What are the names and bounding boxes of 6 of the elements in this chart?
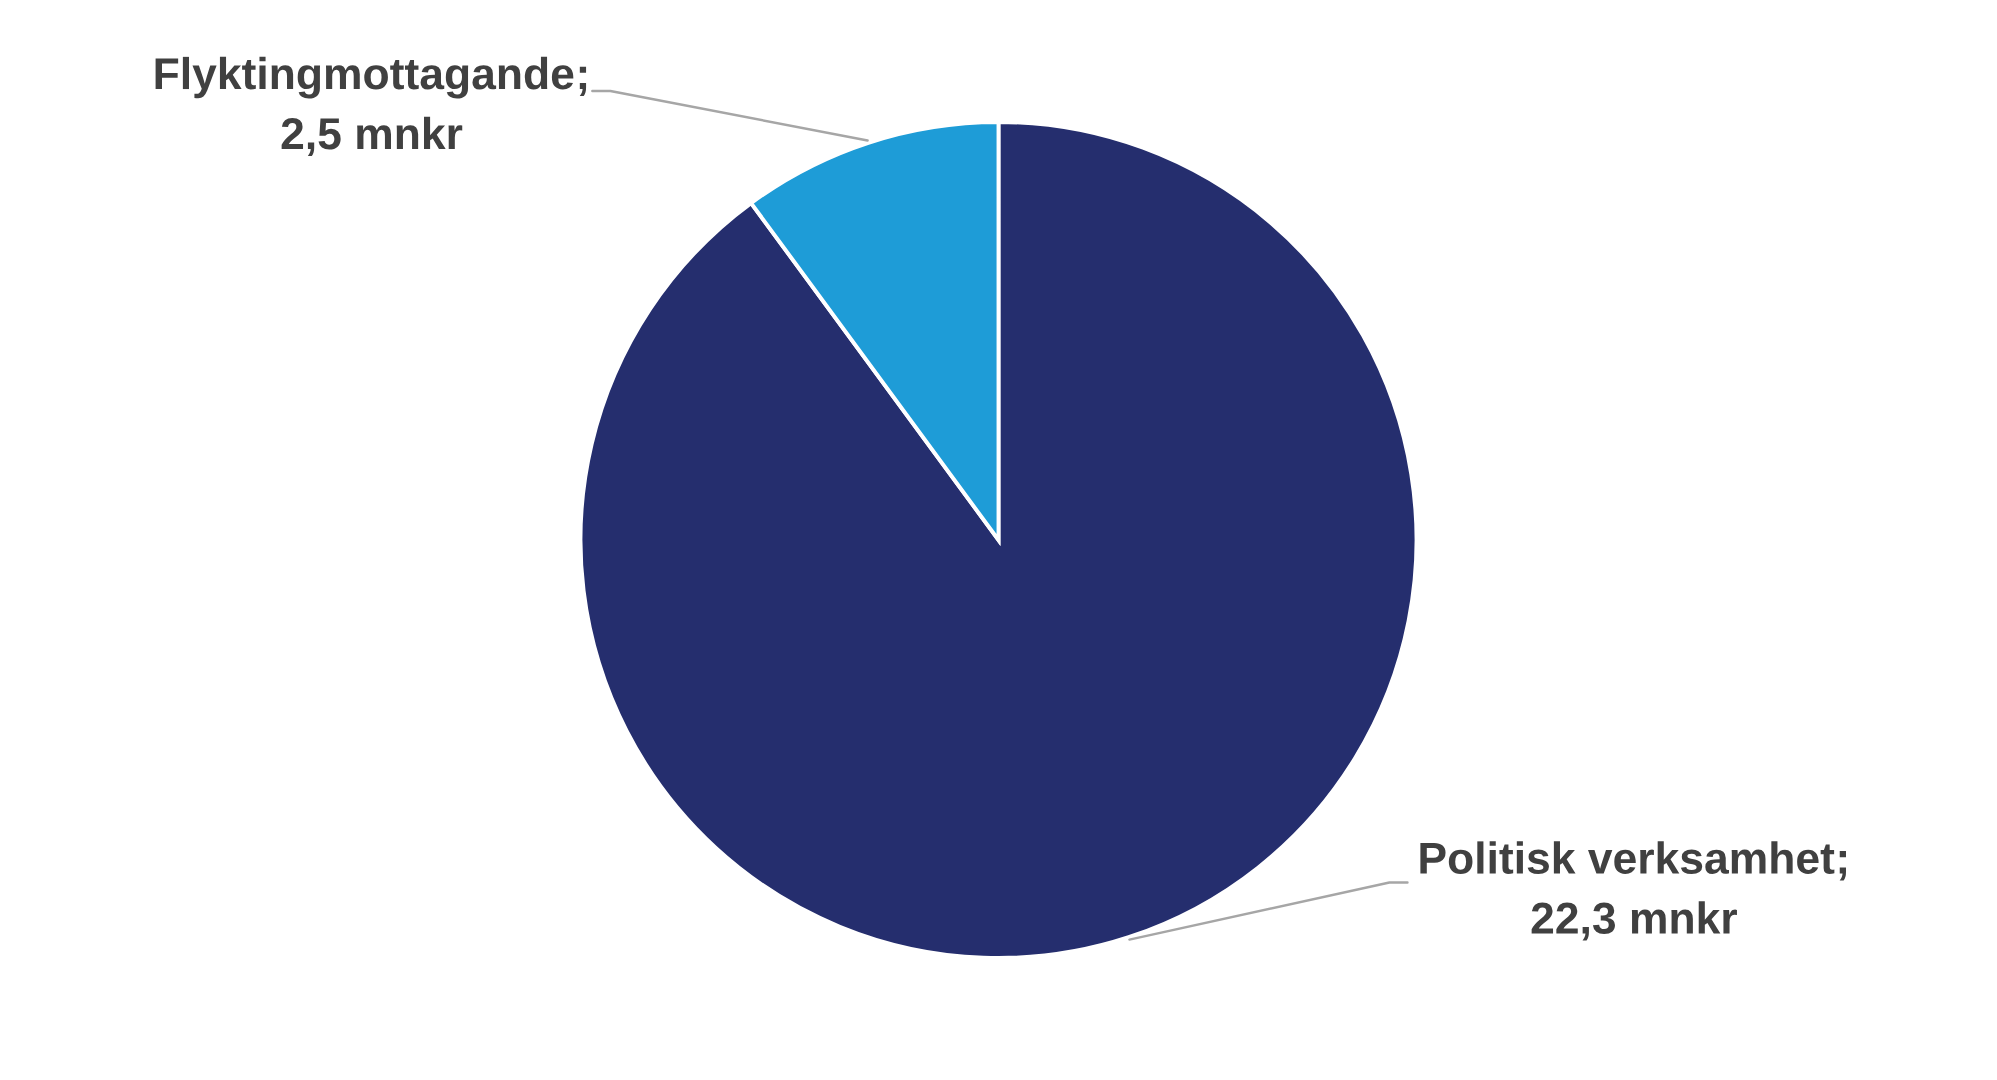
- text: ;: [1839, 851, 1846, 881]
- text: ;: [579, 66, 587, 96]
- slice-label: Flyktingmottagande: [155, 56, 574, 99]
- slice-label: Politisk verksamhet: [1420, 841, 1835, 874]
- data-label: 22,3 mnkr: [1531, 901, 1737, 941]
- data-label: 2,5 mnkr: [281, 116, 463, 156]
